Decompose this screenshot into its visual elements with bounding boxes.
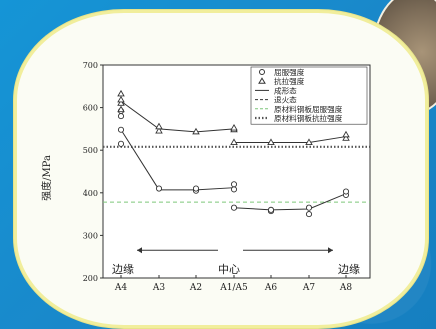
x-tick-label: A1/A5	[219, 283, 248, 293]
tensile-strength-point	[117, 105, 125, 113]
tensile-strength-point	[155, 122, 163, 130]
yield-strength-point	[117, 140, 125, 147]
tensile-strength-point	[342, 134, 350, 141]
x-tick-label: A6	[264, 283, 277, 293]
annotation-center: 中心	[218, 263, 240, 276]
annotation-left-edge: 边缘	[112, 263, 134, 276]
tensile-strength-point	[342, 130, 350, 138]
series-line-2	[120, 100, 235, 133]
yield-strength-point	[117, 113, 125, 120]
y-tick-label: 500	[83, 146, 98, 155]
tensile-strength-point	[192, 127, 200, 135]
legend-label: 屈服强度	[274, 67, 305, 77]
tensile-strength-point	[305, 138, 313, 145]
yield-strength-point	[192, 185, 200, 192]
tensile-strength-point	[117, 89, 125, 97]
yield-strength-point	[117, 126, 125, 133]
legend-label: 抗拉强度	[274, 76, 305, 86]
arrow-right-head	[328, 247, 333, 254]
tensile-strength-point	[230, 123, 238, 131]
series-line-1	[120, 129, 235, 191]
x-tick-label: A7	[302, 283, 315, 293]
y-tick-label: 300	[83, 231, 98, 240]
axes: 200 300 400 500 600 700 A4 A3 A2 A1/A5 A6 A7 A8	[83, 61, 353, 293]
yield-strength-point	[230, 186, 238, 193]
tensile-strength-point	[230, 138, 238, 145]
y-axis-label: 强度/MPa	[40, 155, 53, 201]
y-tick-label: 400	[83, 189, 98, 198]
legend-box	[250, 66, 368, 125]
y-tick-label: 600	[83, 104, 98, 113]
x-tick-label: A8	[339, 283, 352, 293]
tensile-strength-point	[155, 126, 163, 134]
yield-strength-point	[305, 211, 313, 218]
legend-symbol-circle	[259, 69, 265, 75]
yield-strength-point	[342, 188, 350, 195]
x-tick-label: A3	[152, 283, 165, 293]
yield-strength-point	[267, 206, 275, 213]
tensile-strength-point	[117, 95, 125, 103]
annotation-right-edge: 边缘	[338, 263, 360, 276]
yield-strength-point	[230, 181, 238, 188]
tensile-strength-point	[267, 138, 275, 145]
y-tick-label: 200	[83, 274, 98, 283]
legend-label: 原材料钢板屈服强度	[274, 104, 343, 114]
yield-strength-point	[305, 204, 313, 211]
y-tick-label: 700	[83, 61, 98, 70]
legend-label: 退火态	[274, 95, 297, 105]
legend-symbol-triangle	[258, 77, 266, 84]
legend-label: 原材料钢板抗拉强度	[274, 113, 343, 123]
arrow-left-head	[137, 247, 142, 254]
x-tick-label: A2	[189, 283, 202, 293]
tensile-strength-point	[117, 99, 125, 106]
series-markers	[117, 89, 350, 218]
yield-strength-point	[230, 204, 238, 211]
yield-strength-point	[155, 185, 163, 192]
position-annotations: 边缘 中心 边缘	[112, 263, 360, 276]
series-line-2	[234, 136, 347, 144]
reference-lines	[103, 145, 370, 203]
x-tick-label: A4	[114, 283, 127, 293]
series-lines	[120, 100, 347, 211]
series-line-1	[233, 193, 347, 211]
legend-label: 成形态	[274, 85, 297, 95]
